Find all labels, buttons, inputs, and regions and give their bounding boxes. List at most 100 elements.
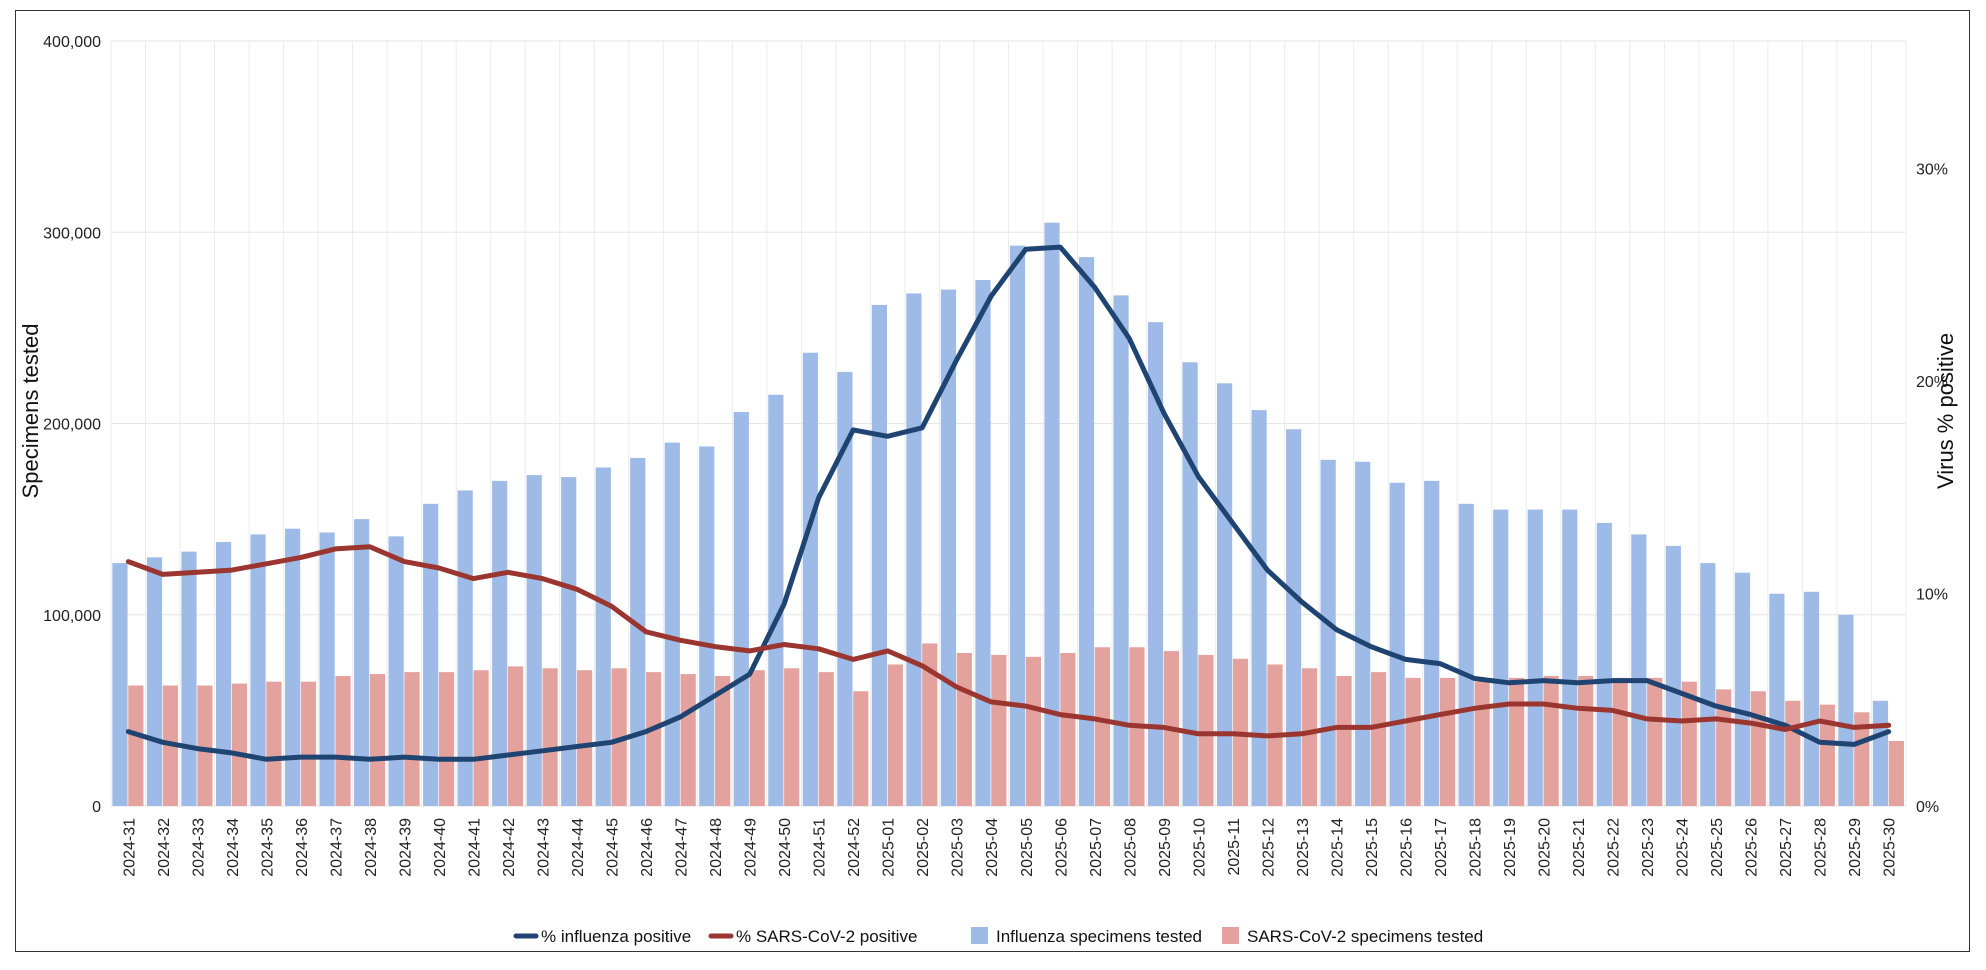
x-tick-label: 2024-47: [674, 818, 691, 877]
bar-sars-cov-2: [577, 670, 593, 806]
x-tick-label: 2024-41: [466, 818, 483, 877]
bar-influenza: [146, 557, 163, 806]
bar-influenza: [112, 563, 128, 806]
bar-sars-cov-2: [1681, 681, 1697, 806]
left-tick-label: 300,000: [43, 225, 101, 242]
bar-influenza: [802, 352, 818, 806]
bar-sars-cov-2: [1509, 677, 1525, 806]
bar-influenza: [1389, 482, 1405, 806]
bar-sars-cov-2: [507, 666, 524, 806]
bar-influenza: [1251, 410, 1267, 806]
bar-sars-cov-2: [1405, 677, 1421, 806]
bar-sars-cov-2: [1025, 656, 1041, 806]
bar-influenza: [526, 475, 542, 806]
bar-influenza: [1665, 545, 1681, 806]
bar-sars-cov-2: [1060, 653, 1076, 806]
x-tick-label: 2024-44: [570, 818, 587, 877]
bars: [112, 222, 1904, 806]
x-axis-ticks: 2024-31 2024-32 2024-33 2024-34 2024-35 2024-…: [121, 818, 1898, 877]
bar-influenza: [1803, 591, 1820, 806]
x-tick-label: 2025-03: [950, 818, 967, 877]
right-tick-label: 30%: [1916, 162, 1948, 179]
bar-sars-cov-2: [715, 675, 731, 806]
bar-sars-cov-2: [1543, 675, 1559, 806]
right-axis-title: Virus % positive: [1933, 333, 1958, 489]
bar-sars-cov-2: [853, 691, 869, 806]
bar-influenza: [561, 477, 577, 806]
bar-influenza: [1424, 480, 1440, 806]
bar-influenza: [354, 519, 370, 806]
bar-sars-cov-2: [1474, 681, 1490, 806]
bar-sars-cov-2: [1647, 677, 1663, 806]
x-tick-label: 2024-34: [225, 818, 242, 877]
x-tick-label: 2025-20: [1537, 818, 1554, 877]
sars-cov-2-positive-line: [125, 544, 1892, 739]
bar-sars-cov-2: [1854, 712, 1870, 806]
x-tick-label: 2025-09: [1157, 818, 1174, 877]
bar-sars-cov-2: [1785, 700, 1801, 806]
bar-influenza: [1458, 503, 1474, 806]
x-tick-label: 2025-27: [1778, 818, 1795, 877]
right-tick-label: 10%: [1916, 587, 1948, 604]
bar-influenza: [1769, 593, 1785, 806]
bar-influenza: [1700, 563, 1716, 806]
bar-influenza: [906, 293, 922, 806]
bar-influenza: [699, 446, 715, 806]
bar-sars-cov-2: [1439, 677, 1456, 806]
x-tick-label: 2024-38: [363, 818, 380, 877]
x-tick-label: 2025-05: [1019, 818, 1036, 877]
bar-influenza: [250, 534, 266, 806]
x-tick-label: 2025-13: [1295, 818, 1312, 877]
bar-sars-cov-2: [369, 674, 386, 806]
x-tick-label: 2025-19: [1502, 818, 1519, 877]
bar-sars-cov-2: [231, 683, 248, 806]
bar-influenza: [733, 412, 749, 806]
bar-sars-cov-2: [438, 672, 455, 806]
x-tick-label: 2024-42: [501, 818, 518, 877]
x-tick-label: 2024-48: [708, 818, 725, 877]
bar-influenza: [319, 532, 335, 806]
x-tick-label: 2024-52: [846, 818, 863, 877]
bar-sars-cov-2: [542, 668, 558, 806]
bar-sars-cov-2: [956, 653, 972, 806]
x-tick-label: 2024-43: [535, 818, 552, 877]
x-tick-label: 2025-02: [915, 818, 932, 877]
bar-influenza: [1734, 572, 1750, 806]
bar-influenza: [1562, 509, 1578, 806]
right-tick-label: 20%: [1916, 374, 1948, 391]
bar-sars-cov-2: [991, 654, 1007, 806]
x-tick-label: 2025-08: [1122, 818, 1139, 877]
bar-sars-cov-2: [473, 670, 489, 806]
x-tick-label: 2024-31: [121, 818, 138, 877]
x-tick-label: 2024-46: [639, 818, 656, 877]
legend-label: Influenza specimens tested: [996, 927, 1202, 946]
left-tick-label: 0: [92, 799, 101, 816]
bar-sars-cov-2: [887, 664, 903, 806]
bar-sars-cov-2: [1336, 675, 1352, 806]
bar-sars-cov-2: [818, 672, 834, 806]
influenza-positive-line: [125, 244, 1892, 762]
right-tick-label: 0%: [1916, 799, 1939, 816]
bar-influenza: [1596, 522, 1612, 806]
x-tick-label: 2025-12: [1260, 818, 1277, 877]
bar-sars-cov-2: [1612, 677, 1628, 806]
bar-influenza: [1493, 509, 1509, 806]
bar-influenza: [1320, 459, 1336, 806]
legend-label: % influenza positive: [541, 927, 691, 946]
bar-influenza: [284, 528, 301, 806]
bar-sars-cov-2: [128, 685, 144, 806]
x-tick-label: 2025-23: [1640, 818, 1657, 877]
bar-sars-cov-2: [922, 643, 938, 806]
x-tick-label: 2024-35: [259, 818, 276, 877]
bar-sars-cov-2: [1094, 647, 1110, 806]
bar-sars-cov-2: [300, 681, 317, 806]
bar-influenza: [388, 536, 404, 806]
bar-sars-cov-2: [1301, 668, 1318, 806]
bar-influenza: [1631, 534, 1647, 806]
combo-chart: 0 100,000 200,000 300,000 400,000 0% 10% 20% 30…: [18, 34, 1958, 946]
x-tick-label: 2025-21: [1571, 818, 1588, 877]
bar-influenza: [1872, 700, 1889, 806]
right-axis-ticks: 0% 10% 20% 30%: [1916, 162, 1948, 817]
x-tick-label: 2024-37: [328, 818, 345, 877]
grid-lines: [110, 40, 1907, 807]
